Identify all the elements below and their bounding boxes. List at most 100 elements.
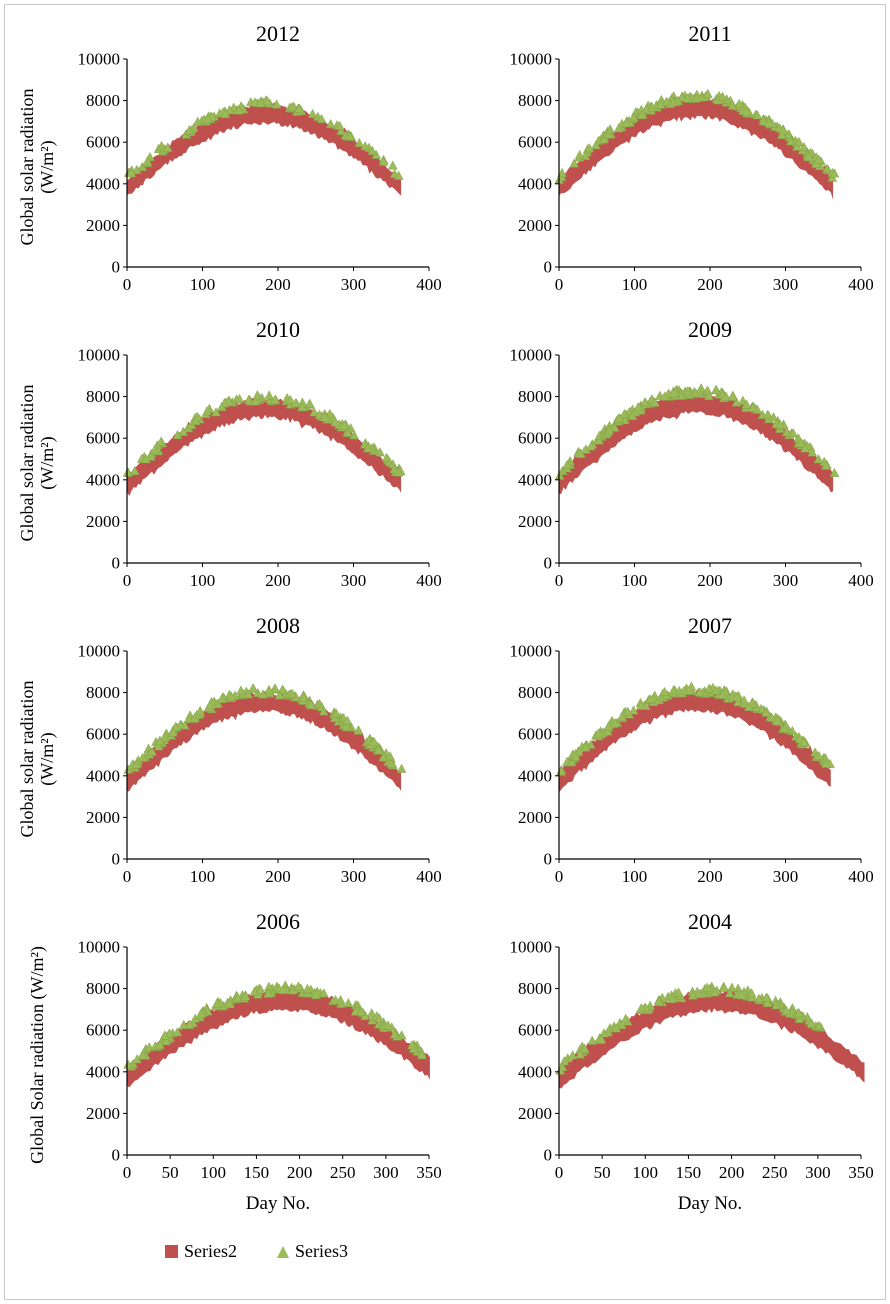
series2-band — [127, 690, 402, 792]
y-tick-label: 6000 — [86, 133, 120, 152]
series3-marker — [636, 700, 647, 710]
chart-row: 2008 Global solar radiation (W/m²) 0 2000 400… — [15, 611, 881, 895]
series3-marker — [339, 420, 350, 430]
y-tick-label: 2000 — [86, 808, 120, 827]
chart-body: Global Solar radiation (W/m²) 0 2000 4000 60… — [15, 939, 447, 1191]
series3-marker — [704, 390, 714, 400]
x-tick-label: 0 — [123, 571, 132, 590]
series3-marker — [374, 1013, 385, 1023]
chart-title: 2010 — [256, 317, 300, 342]
series3-marker — [211, 407, 221, 417]
series3-marker — [617, 711, 627, 721]
y-axis-title-line: (W/m²) — [37, 732, 57, 786]
series3-marker — [695, 687, 705, 697]
y-tick-label: 6000 — [86, 725, 120, 744]
legend-label: Series3 — [295, 1241, 348, 1261]
x-axis-title: Day No. — [677, 1193, 743, 1214]
series3-marker — [829, 168, 840, 178]
series3-marker — [667, 993, 677, 1003]
series3-marker — [360, 141, 371, 151]
series3-marker — [628, 705, 639, 715]
series3-marker — [162, 142, 173, 152]
series3-marker — [753, 993, 764, 1003]
series3-marker — [604, 425, 615, 435]
series3-marker — [349, 430, 360, 440]
x-tick-label: 150 — [244, 1163, 270, 1182]
y-tick-label: 2000 — [518, 216, 552, 235]
series3-marker — [668, 388, 679, 398]
series3-marker — [829, 467, 840, 478]
chart-title: 2007 — [688, 613, 732, 638]
series3-marker — [741, 106, 752, 116]
series3-marker — [814, 1020, 824, 1030]
series3-marker — [319, 412, 330, 422]
series3-marker — [386, 758, 396, 768]
series3-marker — [622, 706, 633, 716]
x-tick-label: 100 — [201, 1163, 227, 1182]
chart-title: 2011 — [688, 21, 732, 46]
series3-marker — [799, 141, 809, 152]
series3-marker — [354, 137, 365, 148]
chart-title: 2004 — [688, 909, 732, 934]
square-marker-icon — [165, 1245, 178, 1258]
y-tick-label: 0 — [544, 258, 553, 277]
series3-marker — [739, 695, 749, 705]
x-tick-label: 50 — [594, 1163, 611, 1182]
series3-marker — [781, 1005, 792, 1015]
x-tick-label: 0 — [555, 571, 564, 590]
x-tick-label: 300 — [373, 1163, 399, 1182]
y-axis-title: Global solar radiation (W/m²) — [15, 347, 59, 599]
chart-body: 0 2000 4000 6000 8000 10000 0 100 200 300 400 — [447, 643, 879, 895]
x-tick-label: 100 — [622, 571, 648, 590]
series3-marker — [703, 88, 713, 98]
chart-2007: 2007 0 2000 4000 6000 8000 10000 0 100 200 300 400 — [447, 611, 879, 895]
series3-marker — [710, 685, 721, 695]
series3-marker — [654, 996, 664, 1006]
series3-marker — [270, 683, 280, 693]
series3-marker — [682, 93, 693, 103]
series3-marker — [146, 451, 156, 461]
y-axis-title-spacer — [447, 51, 491, 303]
y-tick-label: 0 — [112, 850, 121, 869]
series3-marker — [264, 390, 275, 400]
series3-marker — [211, 998, 222, 1008]
series3-marker — [184, 1019, 195, 1029]
series3-marker — [156, 140, 167, 151]
y-tick-label: 8000 — [518, 91, 552, 110]
series3-marker — [129, 465, 140, 476]
x-tick-label: 0 — [555, 867, 564, 886]
series3-marker — [807, 447, 818, 457]
y-axis-title-text: Global solar radiation (W/m²) — [17, 384, 57, 541]
series3-marker — [306, 699, 317, 710]
y-tick-label: 4000 — [86, 174, 120, 193]
series3-points — [556, 681, 835, 776]
chart-body: Global solar radiation (W/m²) 0 2000 4000 600… — [15, 347, 447, 599]
y-tick-label: 6000 — [518, 429, 552, 448]
series3-marker — [262, 96, 273, 106]
series2-band — [559, 689, 831, 793]
x-tick-label: 400 — [416, 571, 441, 590]
chart-2010: 2010 Global solar radiation (W/m²) 0 2000 400… — [15, 315, 447, 599]
series3-marker — [776, 129, 787, 140]
series3-marker — [650, 397, 660, 407]
series3-marker — [362, 443, 373, 453]
chart-row: 2006 Global Solar radiation (W/m²) 0 2000 40… — [15, 907, 881, 1219]
series3-marker — [569, 158, 580, 168]
series3-marker — [645, 694, 656, 704]
y-tick-label: 4000 — [86, 1062, 120, 1081]
series3-marker — [799, 737, 809, 747]
series3-marker — [277, 984, 288, 995]
series3-marker — [389, 1029, 400, 1039]
series3-marker — [794, 136, 804, 147]
legend-label: Series2 — [184, 1241, 237, 1261]
series3-marker — [659, 686, 670, 696]
x-tick-label: 100 — [622, 275, 648, 294]
chart-body: 0 2000 4000 6000 8000 10000 0 50 100 150 200 250 300… — [447, 939, 879, 1191]
y-tick-label: 10000 — [78, 347, 121, 365]
series3-marker — [137, 1050, 148, 1060]
y-tick-label: 8000 — [86, 387, 120, 406]
x-tick-label: 200 — [697, 867, 723, 886]
series3-marker — [575, 448, 586, 458]
series3-points — [123, 683, 407, 774]
series3-marker — [752, 110, 763, 120]
